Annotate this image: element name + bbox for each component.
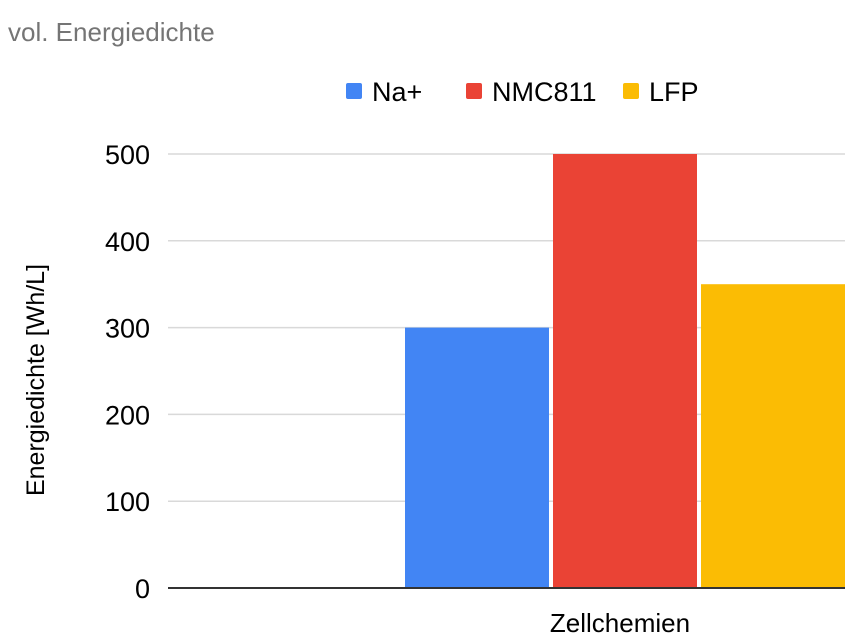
- legend-swatch: [346, 83, 362, 99]
- legend-label: Na+: [372, 77, 422, 107]
- y-tick-label: 500: [105, 140, 150, 170]
- legend-swatch: [623, 83, 639, 99]
- y-tick-label: 100: [105, 487, 150, 517]
- chart-title: vol. Energiedichte: [8, 17, 215, 47]
- bar-na: [405, 327, 549, 588]
- x-axis-label: Zellchemien: [550, 608, 690, 638]
- y-tick-labels: 0 100 200 300 400 500: [105, 140, 150, 604]
- legend: Na+ NMC811 LFP: [346, 77, 699, 107]
- bar-lfp: [701, 284, 845, 588]
- y-tick-label: 300: [105, 314, 150, 344]
- legend-label: NMC811: [492, 77, 597, 107]
- legend-item: LFP: [623, 77, 699, 107]
- bar-nmc811: [553, 154, 697, 588]
- legend-swatch: [466, 83, 482, 99]
- bars: [405, 154, 845, 588]
- y-tick-label: 200: [105, 400, 150, 430]
- y-axis-label: Energiedichte [Wh/L]: [22, 264, 50, 496]
- legend-label: LFP: [649, 77, 699, 107]
- legend-item: NMC811: [466, 77, 597, 107]
- legend-item: Na+: [346, 77, 422, 107]
- y-tick-label: 400: [105, 227, 150, 257]
- y-tick-label: 0: [135, 574, 150, 604]
